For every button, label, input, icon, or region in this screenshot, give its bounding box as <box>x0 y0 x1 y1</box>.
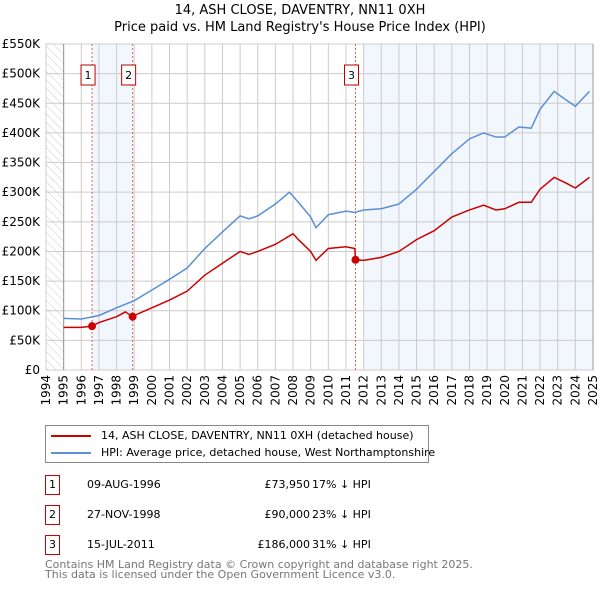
sale-row: 3 15-JUL-2011 £186,000 31% ↓ HPI <box>45 535 445 555</box>
x-tick-label: 2000 <box>145 375 159 406</box>
y-tick-label: £550K <box>2 37 42 51</box>
sale-marker-label: 1 <box>85 69 92 82</box>
x-tick-label: 2005 <box>233 375 247 406</box>
sale-marker-label: 3 <box>348 69 355 82</box>
y-tick-label: £150K <box>2 274 42 288</box>
sale-price: £73,950 <box>264 478 311 491</box>
sale-marker-box <box>343 64 359 86</box>
x-tick-label: 2004 <box>215 375 229 406</box>
sale-row: 2 27-NOV-1998 £90,000 23% ↓ HPI <box>45 505 445 525</box>
x-tick-label: 1994 <box>39 375 53 406</box>
x-tick-label: 2010 <box>321 375 335 406</box>
x-tick-label: 2018 <box>462 375 476 406</box>
y-tick-label: £450K <box>2 96 42 110</box>
y-tick-label: £400K <box>2 126 42 140</box>
x-tick-label: 2002 <box>180 375 194 406</box>
sale-marker-box <box>80 64 96 86</box>
chart-subtitle: Price paid vs. HM Land Registry's House … <box>114 20 486 35</box>
x-tick-label: 2015 <box>410 375 424 406</box>
footer: Contains HM Land Registry data © Crown c… <box>45 558 473 581</box>
chart: 1994 1995 1996 1997 1998 1999 2000 2001 2002 2003… <box>2 37 600 406</box>
legend-label: HPI: Average price, detached house, West… <box>101 446 436 459</box>
sale-date: 15-JUL-2011 <box>87 538 155 551</box>
x-tick-label: 1998 <box>110 375 124 406</box>
sale-price: £90,000 <box>264 508 311 521</box>
sale-hpi-diff: 17% ↓ HPI <box>312 478 371 491</box>
sale-date: 27-NOV-1998 <box>87 508 161 521</box>
x-tick-label: 2014 <box>392 375 406 406</box>
y-tick-label: £500K <box>2 67 42 81</box>
sale-hpi-diff: 31% ↓ HPI <box>312 538 371 551</box>
sale-point <box>88 322 97 331</box>
x-tick-label: 1996 <box>74 375 88 406</box>
x-tick-label: 2001 <box>163 375 177 406</box>
x-tick-label: 2016 <box>427 375 441 406</box>
sale-row: 1 09-AUG-1996 £73,950 17% ↓ HPI <box>45 475 445 495</box>
legend-label: 14, ASH CLOSE, DAVENTRY, NN11 0XH (detac… <box>101 429 414 442</box>
sale-hpi-diff: 23% ↓ HPI <box>312 508 371 521</box>
x-tick-label: 2021 <box>515 375 529 406</box>
x-tick-label: 2012 <box>357 375 371 406</box>
y-tick-label: £100K <box>2 304 42 318</box>
sale-point <box>128 312 137 321</box>
x-tick-label: 2023 <box>551 375 565 406</box>
x-tick-label: 1999 <box>127 375 141 406</box>
sale-marker-label: 2 <box>125 69 132 82</box>
x-tick-label: 2009 <box>304 375 318 406</box>
footer-line: Contains HM Land Registry data © Crown c… <box>45 558 473 571</box>
y-tick-label: £250K <box>2 215 42 229</box>
x-tick-label: 1995 <box>57 375 71 406</box>
x-tick-label: 2022 <box>533 375 547 406</box>
x-tick-label: 2017 <box>445 375 459 406</box>
x-tick-label: 2006 <box>251 375 265 406</box>
hpi-line <box>63 90 591 320</box>
sale-marker-box <box>121 64 137 86</box>
legend: 14, ASH CLOSE, DAVENTRY, NN11 0XH (detac… <box>45 425 435 463</box>
sale-number: 2 <box>45 505 60 525</box>
legend-swatch <box>51 435 91 437</box>
x-tick-label: 2019 <box>480 375 494 406</box>
y-tick-label: £50K <box>9 333 41 347</box>
legend-swatch <box>51 452 91 454</box>
y-tick-label: £300K <box>2 185 42 199</box>
y-tick-label: £350K <box>2 156 42 170</box>
x-tick-label: 2020 <box>498 375 512 406</box>
sale-point <box>351 255 360 264</box>
y-tick-label: £200K <box>2 244 42 258</box>
x-tick-label: 2008 <box>286 375 300 406</box>
x-tick-label: 2025 <box>586 375 600 406</box>
x-tick-label: 2013 <box>374 375 388 406</box>
chart-title: 14, ASH CLOSE, DAVENTRY, NN11 0XH <box>174 3 426 18</box>
pre-data-hatch <box>46 44 64 370</box>
x-tick-label: 1997 <box>92 375 106 406</box>
sale-date: 09-AUG-1996 <box>87 478 161 491</box>
x-tick-label: 2024 <box>568 375 582 406</box>
sale-number: 1 <box>45 475 60 495</box>
footer-line: This data is licensed under the Open Gov… <box>45 568 396 581</box>
x-tick-label: 2003 <box>198 375 212 406</box>
y-tick-label: £0 <box>25 363 40 377</box>
x-tick-label: 2007 <box>268 375 282 406</box>
shade-region <box>92 44 133 370</box>
sale-number: 3 <box>45 535 60 555</box>
sale-price: £186,000 <box>257 538 311 551</box>
x-tick-label: 2011 <box>339 375 353 406</box>
